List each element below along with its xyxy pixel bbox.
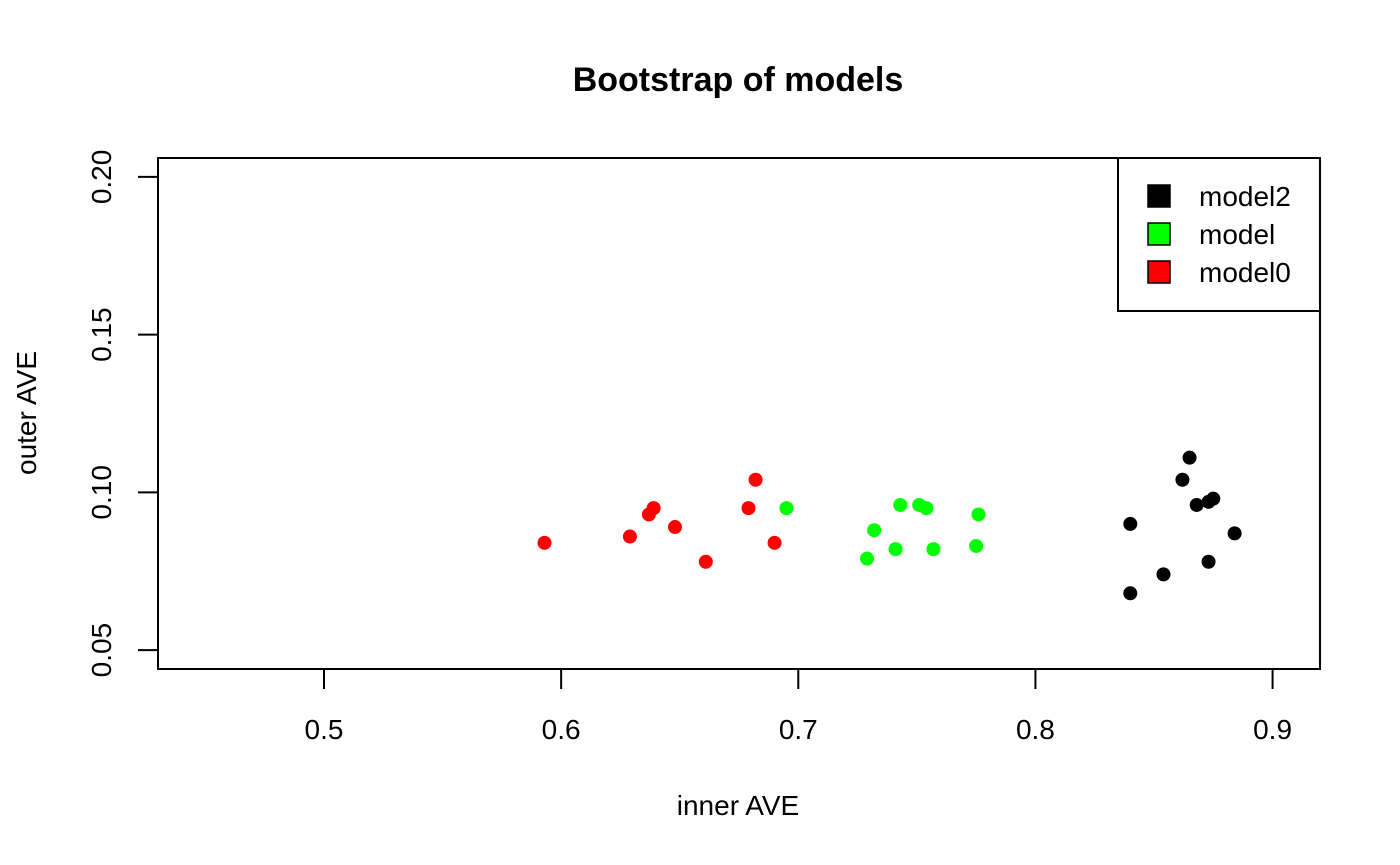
point-model2 xyxy=(1201,554,1216,569)
y-tick-label: 0.05 xyxy=(86,623,117,678)
data-points xyxy=(537,450,1242,601)
y-tick-label: 0.10 xyxy=(86,465,117,520)
x-axis-label: inner AVE xyxy=(677,790,799,821)
point-model2 xyxy=(1189,497,1204,512)
y-axis: 0.05 0.10 0.15 0.20 xyxy=(86,150,159,678)
point-model xyxy=(867,523,882,538)
point-model2 xyxy=(1182,450,1197,465)
point-model xyxy=(926,542,941,557)
point-model xyxy=(971,507,986,522)
point-model2 xyxy=(1123,516,1138,531)
point-model0 xyxy=(698,554,713,569)
point-model xyxy=(860,551,875,566)
x-tick-label: 0.7 xyxy=(779,714,818,745)
y-axis-label: outer AVE xyxy=(11,351,42,475)
point-model0 xyxy=(767,535,782,550)
legend-label-model: model xyxy=(1199,219,1275,250)
x-tick-label: 0.8 xyxy=(1016,714,1055,745)
legend-swatch-model0 xyxy=(1147,260,1171,284)
legend-label-model0: model0 xyxy=(1199,257,1291,288)
point-model0 xyxy=(537,535,552,550)
legend: model2 model model0 xyxy=(1117,157,1321,312)
point-model0 xyxy=(667,520,682,535)
point-model xyxy=(893,497,908,512)
y-tick-label: 0.20 xyxy=(86,150,117,205)
point-model xyxy=(779,501,794,516)
legend-label-model2: model2 xyxy=(1199,181,1291,212)
x-tick-label: 0.5 xyxy=(305,714,344,745)
point-model0 xyxy=(622,529,637,544)
point-model xyxy=(919,501,934,516)
chart-title: Bootstrap of models xyxy=(573,61,904,99)
point-model xyxy=(969,538,984,553)
point-model2 xyxy=(1175,472,1190,487)
point-model2 xyxy=(1206,491,1221,506)
legend-swatch-model2 xyxy=(1147,184,1171,208)
y-tick-label: 0.15 xyxy=(86,307,117,362)
x-tick-label: 0.9 xyxy=(1253,714,1292,745)
x-axis: 0.5 0.6 0.7 0.8 0.9 xyxy=(305,668,1292,745)
point-model0 xyxy=(646,501,661,516)
point-model2 xyxy=(1227,526,1242,541)
point-model2 xyxy=(1123,586,1138,601)
point-model xyxy=(888,542,903,557)
legend-swatch-model xyxy=(1147,222,1171,246)
point-model0 xyxy=(741,501,756,516)
point-model0 xyxy=(748,472,763,487)
point-model2 xyxy=(1156,567,1171,582)
x-tick-label: 0.6 xyxy=(542,714,581,745)
